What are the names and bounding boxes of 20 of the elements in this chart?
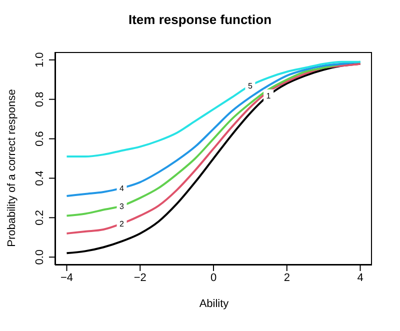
y-tick-label: 0.2 (34, 210, 46, 226)
x-tick-label: 2 (284, 272, 290, 284)
line-series (66, 60, 362, 158)
x-tick-label: −4 (60, 272, 74, 284)
y-tick-label: 0.4 (34, 170, 46, 186)
y-tick-label: 1.0 (34, 52, 46, 68)
chart-title: Item response function (127, 12, 273, 27)
y-tick-label: 0.0 (34, 249, 46, 265)
series-label: 1 (266, 91, 272, 100)
series-label: 5 (248, 82, 253, 91)
series-label: 3 (120, 202, 125, 211)
x-axis-title: Ability (198, 298, 230, 310)
y-tick-label: 0.8 (34, 92, 46, 107)
x-tick-label: −2 (134, 272, 146, 284)
x-tick-label: 0 (210, 272, 217, 284)
y-tick-label: 0.6 (34, 131, 46, 146)
series-label: 2 (120, 220, 125, 229)
series-label: 4 (120, 184, 125, 194)
y-axis-title: Probability of a correct response (6, 88, 18, 249)
x-tick-label: 4 (357, 272, 364, 284)
